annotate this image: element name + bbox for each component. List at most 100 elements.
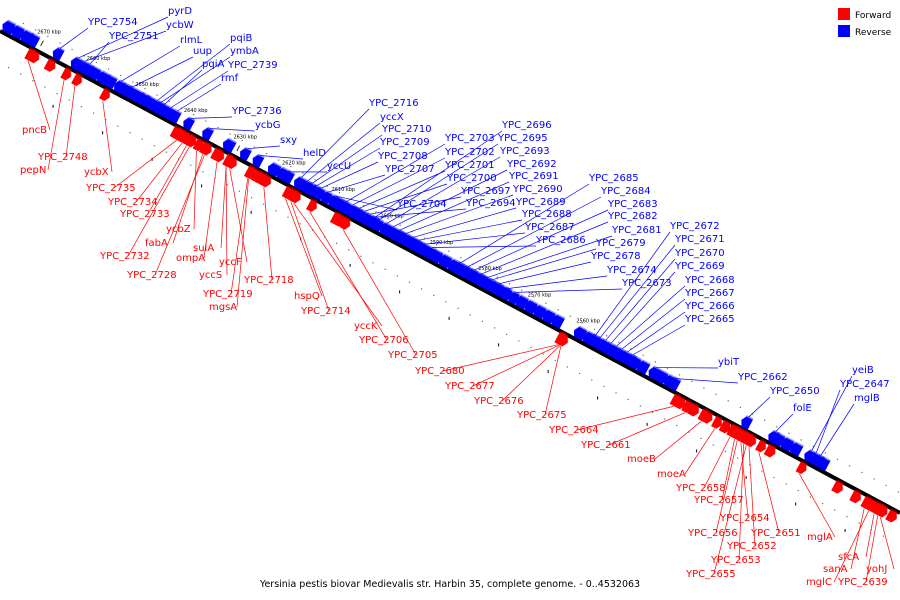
leader-line [364, 183, 448, 212]
reverse-gene-label: helD [303, 148, 326, 159]
minor-mark [129, 132, 131, 134]
reverse-gene-label: YPC_2697 [460, 186, 511, 197]
leader-line [703, 436, 731, 489]
scale-tick-label: 2660 kbp [87, 56, 111, 62]
leader-line [127, 146, 190, 257]
reverse-gene [448, 259, 462, 274]
forward-gene-label: sulA [193, 243, 214, 254]
leader-line [160, 56, 231, 103]
minor-mark [542, 353, 544, 355]
minor-mark [569, 315, 571, 317]
minor-mark [809, 496, 812, 498]
reverse-gene-shade [804, 449, 817, 455]
scale-tick-label: 2630 kbp [233, 135, 257, 141]
minor-mark [858, 522, 860, 524]
reverse-gene [817, 457, 831, 472]
reverse-gene-shade [252, 153, 265, 160]
forward-gene [673, 396, 686, 410]
leader-line [608, 412, 686, 446]
reverse-gene-label: YPC_2693 [499, 146, 550, 157]
forward-gene-label: sfcA [838, 552, 859, 563]
forward-gene [255, 172, 267, 186]
leader-line [492, 248, 597, 281]
reverse-gene-label: yccX [380, 112, 404, 123]
reverse-gene-shade [26, 32, 41, 40]
scale-tick-label: 2610 kbp [332, 187, 356, 193]
minor-mark [530, 346, 532, 349]
leader-line [259, 155, 304, 160]
minor-mark [47, 35, 49, 38]
forward-gene-shade [227, 153, 234, 165]
reverse-gene [533, 305, 547, 320]
reverse-gene-label: YPC_2689 [515, 197, 566, 208]
forward-gene-label: yccF [219, 257, 242, 268]
reverse-gene [223, 139, 237, 154]
minor-mark [664, 418, 666, 420]
forward-gene-shade [75, 72, 83, 84]
reverse-gene-shade [169, 109, 183, 115]
leader-line [193, 150, 197, 230]
minor-mark [372, 262, 374, 264]
reverse-gene-shade [741, 415, 754, 421]
reverse-gene [655, 370, 669, 385]
leader-line [293, 202, 383, 327]
reverse-gene-label: YPC_2665 [684, 314, 735, 325]
minor-mark [92, 112, 95, 114]
reverse-gene [772, 433, 786, 448]
minor-mark [882, 535, 884, 537]
reverse-gene-shade [113, 79, 127, 85]
reverse-gene [163, 107, 176, 121]
leader-line [369, 196, 462, 215]
forward-gene-shade [337, 212, 345, 224]
reverse-gene-label: YPC_2692 [506, 159, 557, 170]
reverse-gene-shade [614, 347, 627, 353]
forward-gene-label: YPC_2655 [685, 569, 736, 580]
leader-line [758, 452, 780, 534]
forward-gene-shade [835, 479, 844, 491]
minor-mark [518, 340, 520, 342]
leader-line [229, 168, 248, 263]
reverse-gene-shade [402, 234, 417, 241]
leader-line [102, 100, 113, 173]
minor-mark [639, 405, 641, 407]
leader-line [47, 79, 65, 171]
reverse-gene-shade [447, 258, 462, 265]
reverse-gene-shade [362, 212, 375, 218]
forward-gene-shade [205, 141, 212, 153]
minor-mark [59, 42, 61, 44]
forward-gene-shade [334, 210, 342, 223]
forward-gene [185, 134, 196, 148]
leader-line [748, 396, 771, 418]
reverse-gene-label: YPC_2691 [508, 171, 559, 182]
forward-gene-label: moeB [627, 454, 656, 465]
minor-mark [250, 197, 253, 199]
reverse-gene-shade [20, 29, 35, 36]
forward-gene-label: ompA [176, 253, 205, 264]
leader-line [209, 128, 256, 132]
reverse-gene-shade [551, 313, 566, 321]
reverse-gene [2, 20, 16, 35]
reverse-gene-label: YPC_2671 [674, 234, 725, 245]
forward-gene-label: pncB [22, 125, 47, 136]
minor-mark [618, 341, 620, 343]
legend: Forward Reverse [838, 8, 892, 38]
leader-line [230, 178, 249, 295]
minor-mark [788, 432, 790, 434]
reverse-gene-shade [239, 146, 253, 153]
minor-mark [688, 431, 690, 433]
minor-mark [591, 379, 593, 381]
reverse-gene-shade [636, 359, 651, 366]
forward-gene [831, 480, 843, 494]
reverse-gene-shade [598, 338, 611, 345]
minor-mark [153, 145, 155, 147]
forward-gene [192, 138, 204, 152]
reverse-gene-label: uup [193, 46, 212, 57]
leader-line [684, 428, 716, 475]
reverse-gene-label: YPC_2650 [769, 386, 820, 397]
forward-gene [332, 213, 345, 227]
minor-mark [20, 73, 22, 75]
forward-gene [727, 425, 740, 439]
minor-mark [192, 113, 195, 116]
minor-mark [338, 192, 340, 194]
leader-line [247, 145, 281, 150]
